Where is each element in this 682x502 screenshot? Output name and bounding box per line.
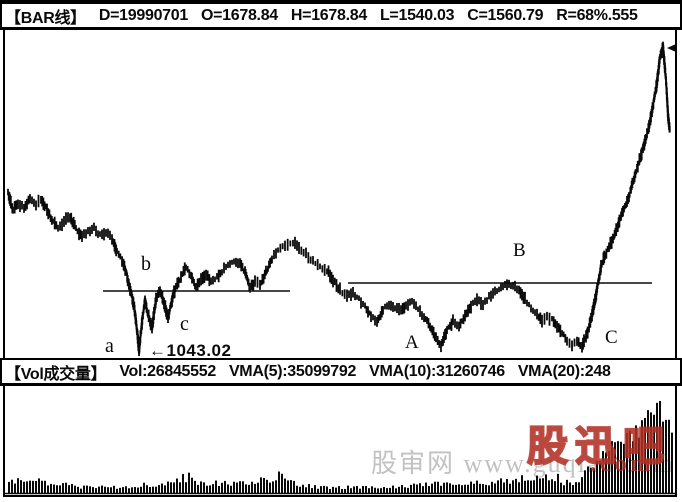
wave-label-B: B xyxy=(513,240,526,261)
low-price-value: 1043.02 xyxy=(166,341,232,360)
field-vma20: VMA(20):248 xyxy=(517,362,611,380)
left-arrow-icon: ← xyxy=(149,341,167,360)
field-vma10: VMA(10):31260746 xyxy=(369,362,505,380)
low-price-callout: ←1043.02 xyxy=(149,342,231,359)
indicator-title: 【BAR线】 xyxy=(5,9,86,27)
field-range: R=68%.555 xyxy=(556,6,638,24)
wave-label-A: A xyxy=(405,332,419,353)
volume-info-bar: 【Vol成交量】 Vol:26845552 VMA(5):35099792 VM… xyxy=(0,358,682,386)
red-stamp-watermark: 股迅吧 xyxy=(526,423,671,469)
field-close: C=1560.79 xyxy=(467,6,544,24)
field-high: H=1678.84 xyxy=(290,6,367,24)
wave-label-C: C xyxy=(605,327,618,348)
field-vol: Vol:26845552 xyxy=(119,362,216,380)
ohlc-info-bar: 【BAR线】 D=19990701 O=1678.84 H=1678.84 L=… xyxy=(0,0,682,30)
field-open: O=1678.84 xyxy=(200,6,278,24)
red-stamp-domain: .com xyxy=(590,451,655,477)
field-vma5: VMA(5):35099792 xyxy=(228,362,357,380)
wave-label-a: a xyxy=(105,335,114,357)
wave-label-c: c xyxy=(180,313,189,335)
volume-title: 【Vol成交量】 xyxy=(5,365,107,383)
cursor-arrow-icon xyxy=(667,44,676,52)
field-low: L=1540.03 xyxy=(379,6,455,24)
wave-label-b: b xyxy=(141,253,151,275)
field-date: D=19990701 xyxy=(98,6,188,24)
site-watermark: 股审网 www.guqian.com xyxy=(371,449,675,478)
